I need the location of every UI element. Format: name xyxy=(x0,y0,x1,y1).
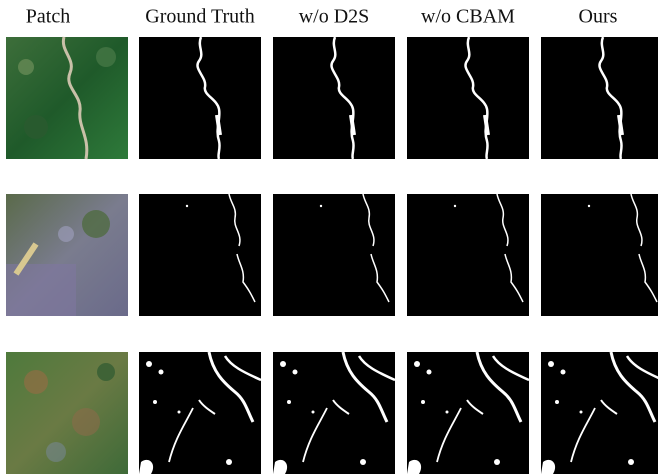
figure: Patch Ground Truth w/o D2S w/o CBAM Ours xyxy=(0,0,658,474)
satellite-patch xyxy=(6,352,128,474)
ground-truth-mask xyxy=(139,37,261,159)
column-header: w/o D2S xyxy=(299,6,370,28)
column-header: w/o CBAM xyxy=(421,6,515,28)
ground-truth-mask xyxy=(139,194,261,316)
satellite-patch xyxy=(6,194,128,316)
satellite-patch xyxy=(6,37,128,159)
mask xyxy=(273,37,395,159)
column-header: Patch xyxy=(26,6,70,28)
mask xyxy=(541,37,658,159)
mask xyxy=(273,194,395,316)
ground-truth-mask xyxy=(139,352,261,474)
mask xyxy=(407,194,529,316)
mask xyxy=(407,352,529,474)
column-header: Ours xyxy=(579,6,618,28)
mask xyxy=(541,352,658,474)
mask xyxy=(273,352,395,474)
mask xyxy=(541,194,658,316)
mask xyxy=(407,37,529,159)
column-header: Ground Truth xyxy=(145,6,254,28)
